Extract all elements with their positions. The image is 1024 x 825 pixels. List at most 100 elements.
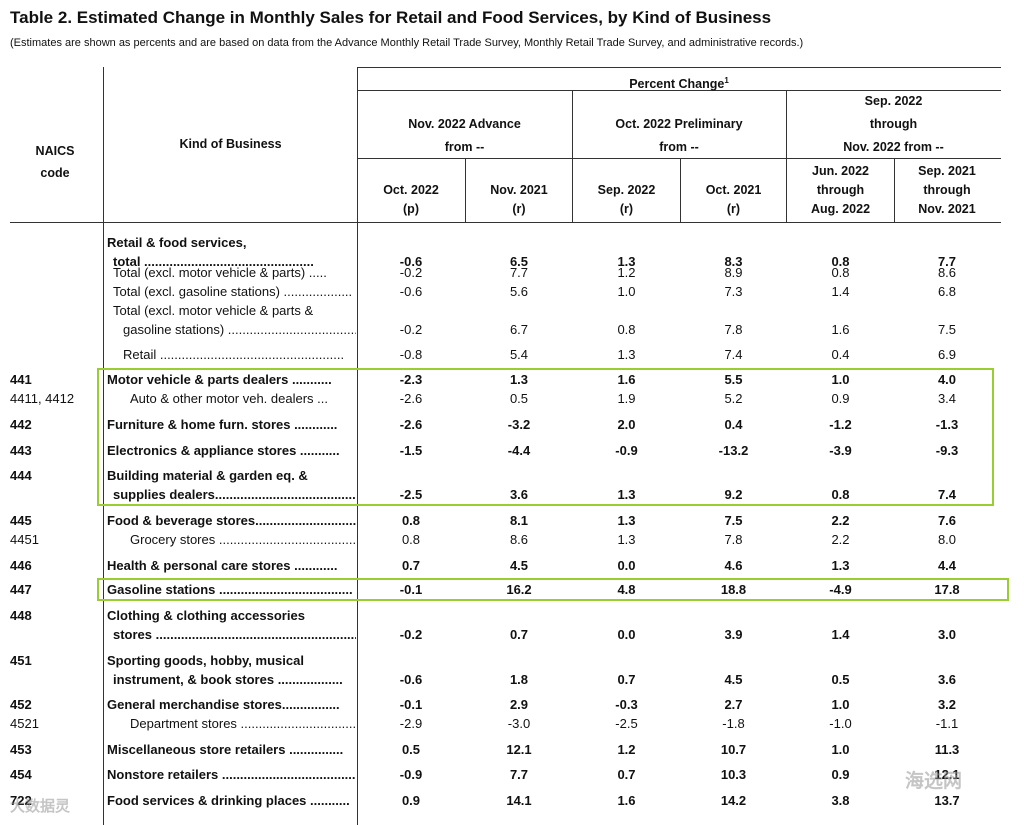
value-cell: 1.3 <box>617 347 636 362</box>
kind-of-business-label: Clothing & clothing accessories <box>107 608 305 623</box>
kind-of-business-label: Retail & food services, <box>107 235 247 250</box>
value-cell: 7.8 <box>724 532 743 547</box>
footnote-marker: 1 <box>724 76 729 85</box>
value-cell: 0.7 <box>617 767 636 782</box>
watermark-left: 大数据灵 <box>10 798 71 815</box>
kind-of-business-label: Total (excl. gasoline stations) ........… <box>113 284 353 299</box>
value-cell: 5.4 <box>509 347 529 362</box>
value-cell: 1.2 <box>617 265 636 280</box>
kind-of-business-label: Motor vehicle & parts dealers ..........… <box>107 372 332 387</box>
value-cell: -1.3 <box>935 417 959 432</box>
column-header-6-line-2: through <box>923 183 971 197</box>
value-cell: -13.2 <box>718 443 749 458</box>
value-cell: 5.5 <box>724 372 743 387</box>
value-cell: -2.5 <box>399 487 423 502</box>
value-cell: -3.9 <box>829 443 852 458</box>
value-cell: 12.1 <box>934 767 960 782</box>
value-cell: 5.6 <box>509 284 529 299</box>
value-cell: -0.2 <box>399 627 423 642</box>
kind-of-business-label: stores .................................… <box>113 627 356 642</box>
kind-column-left-rule <box>103 67 104 825</box>
kind-of-business-label: gasoline stations) .....................… <box>123 322 356 337</box>
naics-code: 445 <box>10 513 32 528</box>
kind-of-business-label: Food & beverage stores..................… <box>107 513 356 528</box>
value-cell: 7.7 <box>509 265 529 280</box>
value-cell: 4.5 <box>724 672 743 687</box>
group-header-3-line-3: Nov. 2022 from -- <box>843 140 944 154</box>
value-cell: 1.2 <box>617 742 636 757</box>
value-cell: -0.6 <box>399 254 423 269</box>
column-header-4-line-1: Oct. 2021 <box>705 183 762 197</box>
naics-code: 441 <box>10 372 32 387</box>
value-cell: 14.2 <box>720 793 747 808</box>
naics-code: 4411, 4412 <box>10 391 75 406</box>
highlight-box-motor-to-building <box>97 368 994 506</box>
kind-of-business-label: supplies dealers........................… <box>113 487 356 502</box>
value-cell: 7.7 <box>937 254 957 269</box>
value-cell: -1.5 <box>399 443 423 458</box>
value-cell: -3.0 <box>507 716 531 731</box>
percent-change-header: Percent Change1 <box>629 76 729 92</box>
value-cell: -0.1 <box>399 582 423 597</box>
kind-of-business-label: Food services & drinking places ........… <box>107 793 350 808</box>
value-cell: 6.7 <box>509 322 529 337</box>
kind-column-right-rule <box>357 67 358 825</box>
value-cell: 5.2 <box>724 391 743 406</box>
value-cell: 14.1 <box>506 793 532 808</box>
kind-of-business-label: Total (excl. motor vehicle & parts) ....… <box>113 265 327 280</box>
value-cell: 2.9 <box>509 697 529 712</box>
value-cell: 0.8 <box>617 322 636 337</box>
value-cell: 1.0 <box>617 284 636 299</box>
value-cell: 0.7 <box>617 672 636 687</box>
column-header-6-line-1: Sep. 2021 <box>918 164 976 178</box>
table-subtitle: (Estimates are shown as percents and are… <box>10 37 804 49</box>
value-cell: 1.3 <box>831 558 850 573</box>
group-header-3-line-1: Sep. 2022 <box>864 94 923 108</box>
kind-of-business-label: Building material & garden eq. & <box>107 468 308 483</box>
kind-of-business-label: Auto & other motor veh. dealers ... <box>130 391 328 406</box>
value-cell: -0.8 <box>399 347 423 362</box>
kind-of-business-label: total ..................................… <box>113 254 314 269</box>
value-cell: 1.3 <box>617 513 636 528</box>
column-header-6-line-3: Nov. 2021 <box>918 202 976 216</box>
value-cell: 0.7 <box>401 558 421 573</box>
header-top-rule <box>357 67 1001 68</box>
group-header-2-line-1: Oct. 2022 Preliminary <box>615 117 743 131</box>
value-cell: 4.0 <box>937 372 957 387</box>
naics-code: 453 <box>10 742 32 757</box>
kind-of-business-label: Sporting goods, hobby, musical <box>107 653 304 668</box>
value-cell: 8.0 <box>937 532 957 547</box>
value-cell: 0.5 <box>509 391 529 406</box>
kind-of-business-label: Total (excl. motor vehicle & parts & <box>113 303 314 318</box>
value-cell: -0.6 <box>399 672 423 687</box>
value-cell: 1.3 <box>617 487 636 502</box>
value-cell: 3.4 <box>937 391 957 406</box>
value-cell: 17.8 <box>934 582 960 597</box>
value-cell: 1.3 <box>617 532 636 547</box>
kind-of-business-label: General merchandise stores..............… <box>107 697 340 712</box>
column-header-5-line-1: Jun. 2022 <box>812 164 869 178</box>
value-cell: 1.0 <box>831 372 850 387</box>
kind-of-business-label: Gasoline stations ......................… <box>107 582 353 597</box>
column-header-5-line-3: Aug. 2022 <box>810 202 871 216</box>
kind-of-business-label: Electronics & appliance stores .........… <box>107 443 340 458</box>
value-cell: -1.2 <box>829 417 852 432</box>
table-title: Table 2. Estimated Change in Monthly Sal… <box>10 8 772 27</box>
value-cell: 1.4 <box>831 284 850 299</box>
value-cell: 1.3 <box>509 372 529 387</box>
column-header-5-line-2: through <box>816 183 865 197</box>
value-cell: -0.1 <box>399 697 423 712</box>
value-cell: 7.7 <box>509 767 529 782</box>
value-cell: 11.3 <box>934 742 960 757</box>
value-cell: -2.6 <box>399 417 423 432</box>
value-cell: 13.7 <box>934 793 960 808</box>
naics-code-header: NAICS code <box>35 144 75 180</box>
naics-code: 446 <box>10 558 32 573</box>
value-cell: 0.8 <box>831 487 850 502</box>
value-cell: 3.8 <box>831 793 850 808</box>
column-header-2-line-2: (r) <box>512 202 526 216</box>
value-cell: -0.9 <box>615 443 638 458</box>
kind-of-business-label: Miscellaneous store retailers ..........… <box>107 742 344 757</box>
value-cell: 10.3 <box>720 767 747 782</box>
value-cell: 8.6 <box>509 532 529 547</box>
